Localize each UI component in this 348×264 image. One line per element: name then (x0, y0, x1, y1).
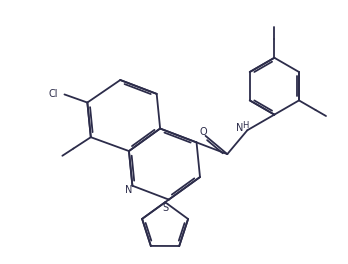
Text: Cl: Cl (48, 89, 57, 100)
Text: H: H (243, 121, 249, 130)
Text: S: S (162, 204, 168, 214)
Text: N: N (236, 124, 243, 134)
Text: N: N (125, 185, 132, 195)
Text: O: O (200, 127, 208, 137)
